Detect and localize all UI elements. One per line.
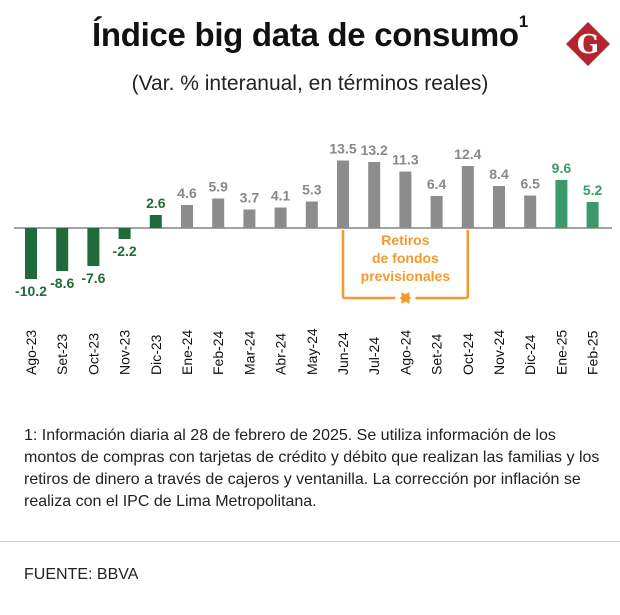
x-tick-label-Jul-24: Jul-24: [366, 337, 382, 375]
bar-Nov-23: [118, 228, 131, 239]
x-tick-label-Nov-23: Nov-23: [117, 330, 133, 375]
data-label-Set-24: 6.4: [427, 176, 447, 192]
chart-subtitle: (Var. % interanual, en términos reales): [131, 72, 489, 95]
x-tick-label-Oct-23: Oct-23: [85, 333, 101, 375]
data-label-Dic-24: 6.5: [520, 176, 540, 192]
annotation-line-1: Retiros: [381, 232, 429, 248]
x-tick-label-Dic-23: Dic-23: [148, 334, 164, 375]
data-label-Ene-24: 4.6: [177, 185, 197, 201]
bar-Set-23: [56, 228, 69, 271]
bar-Oct-23: [87, 228, 100, 266]
x-tick-label-Set-23: Set-23: [54, 334, 70, 375]
x-tick-label-Ene-25: Ene-25: [553, 330, 569, 375]
data-label-May-24: 5.3: [302, 182, 322, 198]
data-label-Nov-23: -2.2: [113, 243, 137, 259]
logo-diamond: [566, 22, 610, 66]
chart-title: Índice big data de consumo1: [0, 12, 620, 54]
x-tick-label-Feb-24: Feb-24: [210, 330, 226, 375]
annotation-line-3: previsionales: [361, 268, 451, 284]
x-tick-label-Ene-24: Ene-24: [179, 330, 195, 375]
annotation-bracket: [341, 230, 470, 304]
x-tick-label-Set-24: Set-24: [429, 334, 445, 375]
bar-Dic-23: [149, 215, 162, 228]
x-tick-label-Dic-24: Dic-24: [522, 334, 538, 375]
data-label-Ago-24: 11.3: [392, 152, 419, 168]
x-tick-label-Ago-24: Ago-24: [397, 330, 413, 375]
bar-Ene-25: [555, 180, 568, 228]
bar-Abr-24: [274, 207, 287, 228]
x-tick-label-Abr-24: Abr-24: [273, 333, 289, 375]
title-footnote-marker: 1: [518, 12, 528, 31]
x-tick-label-Feb-25: Feb-25: [585, 330, 601, 375]
data-label-Ene-25: 9.6: [552, 160, 572, 176]
data-label-Nov-24: 8.4: [489, 166, 509, 182]
x-tick-label-Jun-24: Jun-24: [335, 332, 351, 375]
logo-letter: G: [577, 30, 599, 60]
bar-Oct-24: [461, 166, 474, 228]
data-label-Oct-23: -7.6: [81, 270, 105, 286]
data-label-Set-23: -8.6: [50, 275, 74, 291]
x-tick-label-Nov-24: Nov-24: [491, 330, 507, 375]
bar-May-24: [305, 201, 318, 228]
data-label-Ago-23: -10.2: [15, 283, 47, 299]
bar-Set-24: [430, 196, 443, 228]
data-label-Jul-24: 13.2: [361, 142, 388, 158]
source-note: FUENTE: BBVA: [24, 566, 139, 583]
x-tick-label-Ago-23: Ago-23: [23, 330, 39, 375]
bar-Ene-24: [181, 205, 193, 228]
bar-Nov-24: [493, 186, 505, 228]
bar-Jul-24: [368, 162, 381, 228]
bar-Ago-23: [25, 228, 37, 279]
data-label-Dic-23: 2.6: [146, 195, 166, 211]
x-tick-label-Mar-24: Mar-24: [241, 330, 257, 375]
data-label-Feb-24: 5.9: [208, 179, 228, 195]
data-label-Abr-24: 4.1: [271, 188, 291, 204]
bar-Feb-25: [586, 202, 599, 228]
x-tick-label-May-24: May-24: [304, 328, 320, 375]
data-label-Mar-24: 3.7: [240, 190, 260, 206]
bar-Dic-24: [524, 195, 537, 228]
chart-title-text: Índice big data de consumo: [92, 16, 519, 53]
bar-chart: -10.2 Ago-23 -8.6 Set-23 -7.6 Oct-23 -2.2 Nov-2…: [14, 141, 612, 375]
divider: [0, 541, 620, 542]
arrow-left-icon: [399, 292, 410, 304]
data-label-Feb-25: 5.2: [583, 182, 603, 198]
x-tick-label-Oct-24: Oct-24: [460, 333, 476, 375]
bar-Feb-24: [212, 198, 225, 228]
bar-Mar-24: [243, 209, 256, 228]
data-label-Oct-24: 12.4: [454, 146, 481, 162]
footnote: 1: Información diaria al 28 de febrero d…: [24, 427, 600, 510]
annotation-line-2: de fondos: [372, 250, 439, 266]
brand-logo-icon: G: [566, 22, 610, 66]
bar-Ago-24: [399, 171, 412, 228]
bar-Jun-24: [337, 160, 349, 228]
data-label-Jun-24: 13.5: [329, 141, 356, 157]
